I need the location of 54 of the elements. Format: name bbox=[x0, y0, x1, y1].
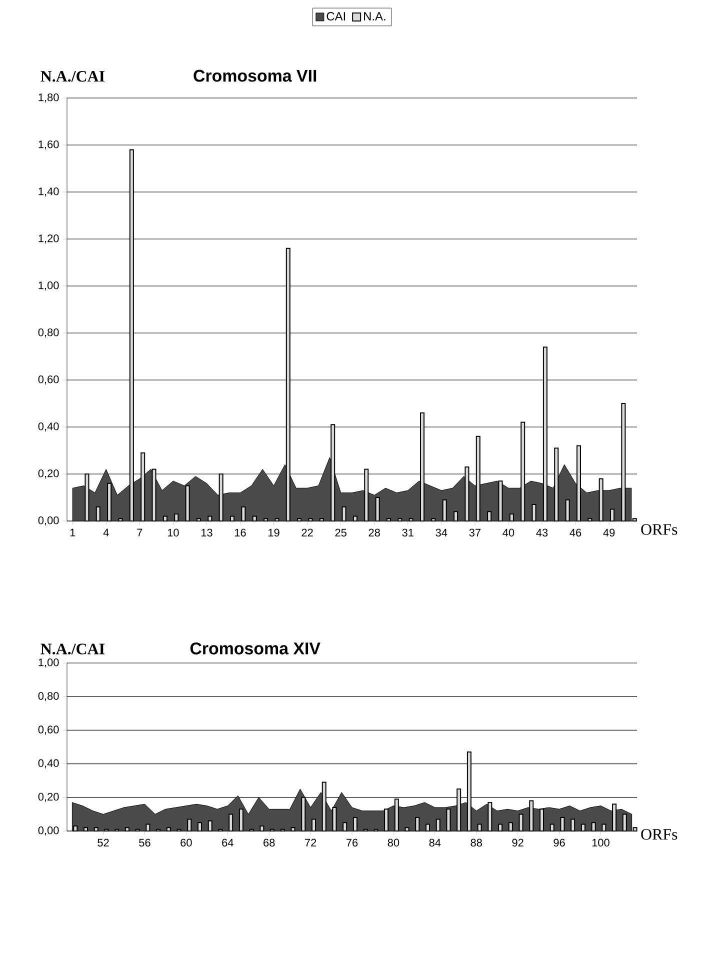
y-tick-label: 1,00 bbox=[38, 281, 59, 291]
x-tick-label: 92 bbox=[512, 838, 524, 847]
y-tick-label: 0,00 bbox=[38, 826, 59, 836]
x-tick-label: 88 bbox=[470, 838, 482, 847]
x-tick-label: 52 bbox=[98, 838, 109, 847]
x-tick-label: 13 bbox=[201, 528, 212, 537]
y-tick-label: 0,20 bbox=[38, 792, 59, 802]
x-tick-label: 1 bbox=[70, 528, 76, 536]
x-tick-label: 46 bbox=[570, 528, 582, 537]
x-tick-label: 10 bbox=[168, 528, 179, 537]
chart-title: Cromosoma XIV bbox=[190, 642, 320, 654]
x-tick-label: 56 bbox=[139, 838, 150, 847]
y-tick-label: 0,80 bbox=[38, 692, 59, 702]
y-tick-label: 0,40 bbox=[38, 422, 59, 432]
x-tick-label: 28 bbox=[368, 528, 380, 537]
chart-title: Cromosoma VII bbox=[194, 70, 316, 82]
y-axis-title: N.A./CAI bbox=[40, 644, 104, 654]
x-tick-label: 72 bbox=[305, 838, 316, 846]
x-tick-label: 64 bbox=[222, 838, 234, 847]
x-tick-label: 80 bbox=[388, 838, 400, 847]
x-tick-label: 7 bbox=[137, 528, 142, 536]
x-tick-label: 96 bbox=[554, 838, 565, 847]
x-tick-label: 25 bbox=[335, 528, 346, 537]
x-axis-title: ORFs bbox=[641, 524, 678, 535]
x-tick-label: 4 bbox=[103, 528, 109, 536]
y-tick-label: 1,40 bbox=[38, 187, 59, 197]
x-tick-label: 49 bbox=[603, 528, 615, 537]
x-tick-label: 43 bbox=[536, 528, 548, 537]
y-tick-label: 0,80 bbox=[38, 328, 59, 338]
legend-label: N.A. bbox=[364, 12, 386, 20]
y-tick-label: 1,60 bbox=[38, 140, 59, 150]
x-tick-label: 84 bbox=[429, 838, 441, 847]
x-tick-label: 68 bbox=[264, 838, 275, 847]
y-axis-title: N.A./CAI bbox=[40, 71, 104, 82]
x-tick-label: 16 bbox=[234, 528, 246, 537]
y-tick-label: 0,20 bbox=[38, 469, 59, 479]
y-tick-label: 0,00 bbox=[38, 516, 59, 526]
x-tick-label: 37 bbox=[469, 528, 480, 537]
legend-label: CAI bbox=[326, 12, 345, 21]
y-tick-label: 0,40 bbox=[38, 759, 59, 768]
y-tick-label: 1,20 bbox=[38, 234, 59, 244]
y-tick-label: 0,60 bbox=[38, 726, 59, 735]
y-tick-label: 1,80 bbox=[38, 93, 59, 103]
x-tick-label: 34 bbox=[436, 528, 448, 537]
y-tick-label: 0,60 bbox=[38, 375, 59, 385]
x-axis-title: ORFs bbox=[641, 829, 678, 840]
x-tick-label: 31 bbox=[402, 528, 414, 537]
x-tick-label: 22 bbox=[302, 528, 313, 536]
x-tick-label: 60 bbox=[180, 838, 192, 847]
x-tick-label: 19 bbox=[268, 528, 280, 537]
x-tick-label: 40 bbox=[502, 528, 514, 537]
y-tick-label: 1,00 bbox=[38, 658, 59, 668]
x-tick-label: 100 bbox=[592, 838, 610, 847]
x-tick-label: 76 bbox=[346, 838, 358, 847]
